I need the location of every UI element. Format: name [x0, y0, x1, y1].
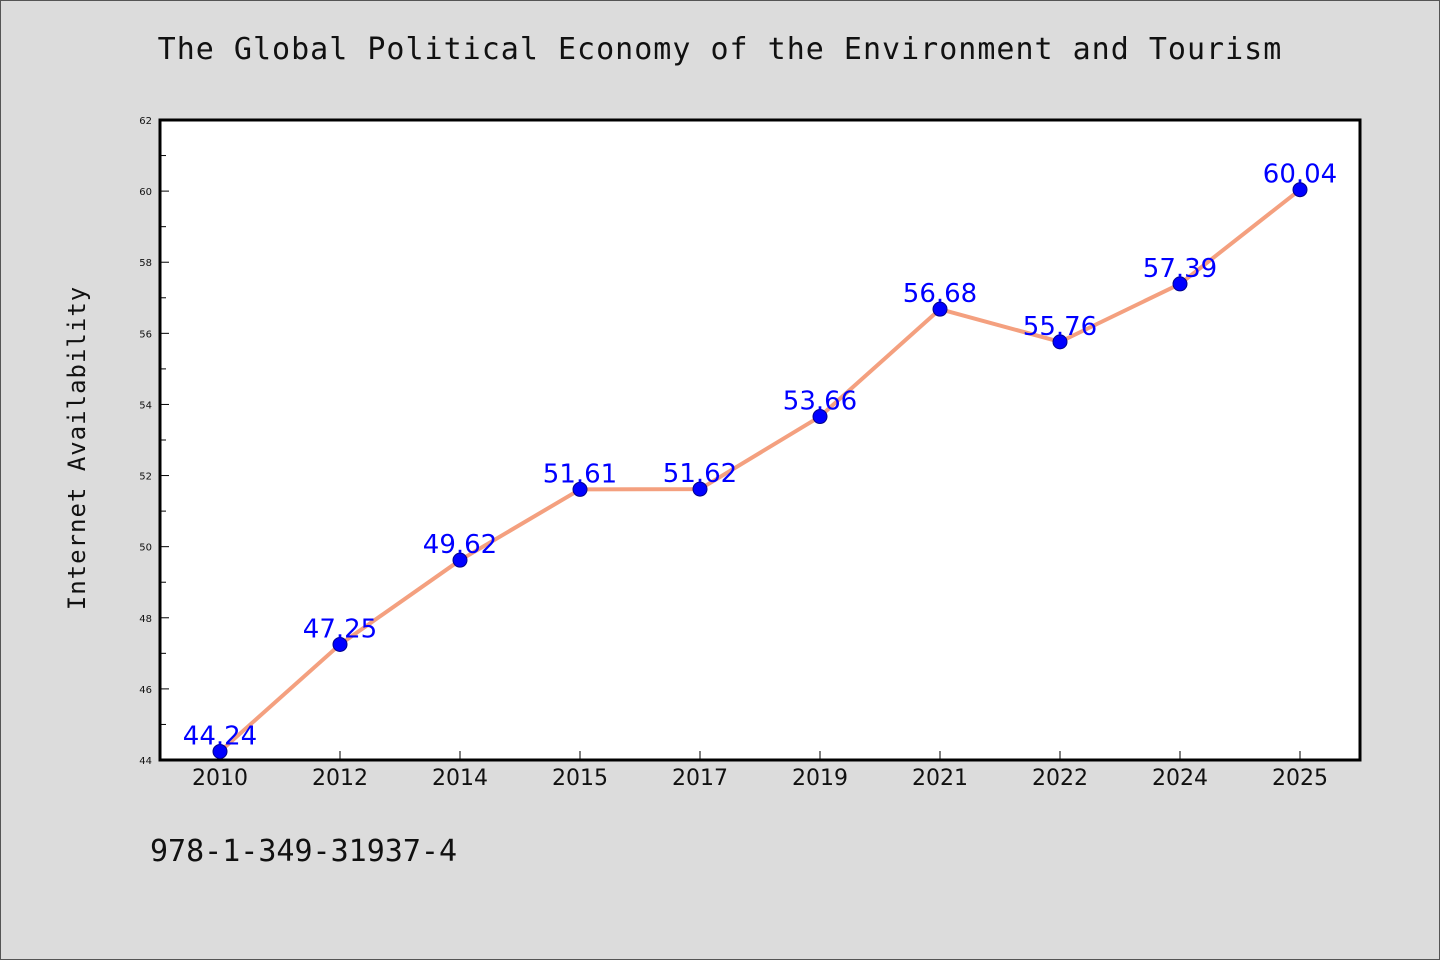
chart-title: The Global Political Economy of the Envi…: [157, 32, 1283, 67]
y-tick-label: 46: [139, 685, 152, 696]
y-axis: 44 46 48 50 52 54 56 58 60 62: [139, 116, 169, 767]
y-tick-label: 56: [139, 329, 152, 340]
x-tick-label: 2025: [1272, 766, 1328, 791]
data-label: 51.61: [543, 459, 617, 489]
data-label: 47.25: [303, 614, 377, 644]
y-tick-label: 48: [139, 614, 152, 625]
x-tick-label: 2014: [432, 766, 488, 791]
y-tick-label: 60: [139, 187, 152, 198]
y-tick-label: 50: [139, 543, 152, 554]
data-label: 49.62: [423, 530, 497, 560]
x-tick-label: 2012: [312, 766, 368, 791]
data-points: [212, 182, 1308, 759]
data-point: [212, 743, 228, 759]
data-point: [1052, 334, 1068, 350]
data-label: 57.39: [1143, 254, 1217, 284]
data-point: [932, 301, 948, 317]
data-point: [1292, 182, 1308, 198]
data-point: [332, 636, 348, 652]
data-label: 53.66: [783, 387, 857, 417]
series-line-group: [218, 187, 1302, 754]
series-line: [218, 187, 1302, 754]
data-point: [452, 552, 468, 568]
x-tick-label: 2017: [672, 766, 728, 791]
data-point: [572, 481, 588, 497]
plot-area: [158, 118, 1362, 762]
x-tick-label: 2015: [552, 766, 608, 791]
x-tick-label: 2019: [792, 766, 848, 791]
y-tick-label: 54: [139, 400, 152, 411]
x-tick-label: 2024: [1152, 766, 1208, 791]
data-label: 56.68: [903, 279, 977, 309]
x-tick-label: 2021: [912, 766, 968, 791]
y-tick-label: 44: [139, 756, 152, 767]
y-tick-label: 62: [139, 116, 152, 127]
data-label: 51.62: [663, 459, 737, 489]
data-point: [1172, 276, 1188, 292]
data-point: [692, 481, 708, 497]
y-tick-label: 58: [139, 258, 152, 269]
isbn-note: 978-1-349-31937-4: [150, 834, 458, 869]
y-tick-label: 52: [139, 472, 152, 483]
x-tick-label: 2010: [192, 766, 248, 791]
data-point: [812, 409, 828, 425]
data-label: 44.24: [183, 721, 257, 751]
x-tick-label: 2022: [1032, 766, 1088, 791]
data-label: 55.76: [1023, 312, 1097, 342]
data-labels: 44.24 47.25 49.62 51.61 51.62 53.66 56.68 55.76…: [183, 160, 1337, 752]
data-label: 60.04: [1263, 160, 1337, 190]
x-axis: 2010 2012 2014 2015 2017 2019 2021 2022 2024 2025: [192, 751, 1328, 791]
